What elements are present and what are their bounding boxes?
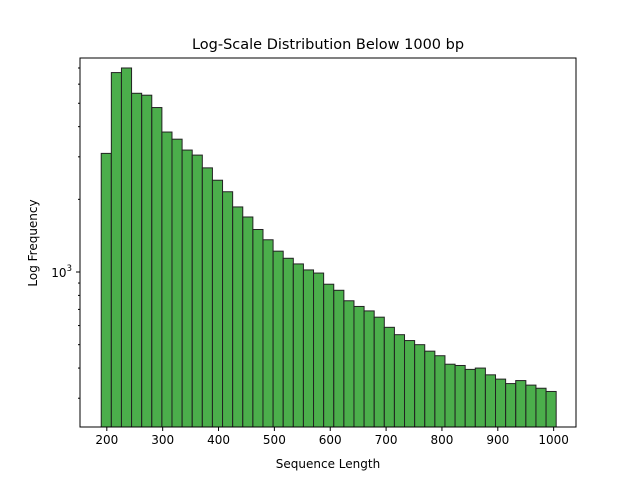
histogram-bar [181, 149, 193, 428]
x-tick-label: 500 [263, 433, 286, 447]
histogram-bar [151, 107, 163, 428]
x-tick-label: 400 [207, 433, 230, 447]
histogram-bar [383, 326, 395, 428]
histogram-bar [333, 289, 345, 428]
x-axis-ticks: 200 300 400 500 600 700 800 900 1000 [95, 427, 569, 447]
histogram-bar [222, 191, 234, 428]
histogram-bar [323, 283, 335, 428]
histogram-bar [232, 206, 244, 428]
histogram-bar [171, 138, 183, 428]
x-tick-label: 700 [375, 433, 398, 447]
histogram-bar [282, 257, 294, 428]
histogram-bar [393, 334, 406, 428]
plot-frame [79, 57, 577, 428]
x-tick-label: 200 [95, 433, 118, 447]
histogram-bar [454, 364, 466, 428]
x-tick-label: 300 [151, 433, 174, 447]
histogram-bar [201, 167, 213, 428]
y-axis-label: Log Frequency [26, 199, 40, 286]
histogram-bar [292, 263, 304, 428]
y-tick-label: 103 [51, 264, 72, 280]
histogram-bar [444, 363, 456, 428]
histogram-bar [414, 344, 426, 428]
histogram-bar [252, 228, 264, 428]
histogram-bar [353, 305, 365, 428]
histogram-bar [272, 250, 284, 428]
histogram-bar [434, 355, 446, 428]
histogram-bar [110, 72, 122, 428]
x-tick-label: 800 [430, 433, 453, 447]
histogram-bar [242, 216, 254, 428]
x-tick-label: 600 [319, 433, 342, 447]
histogram-bar [545, 390, 557, 428]
bars-group [100, 67, 557, 428]
histogram-bar [495, 378, 507, 428]
histogram-bar [373, 316, 385, 428]
histogram-bar [505, 383, 517, 428]
histogram-bar [211, 179, 224, 428]
histogram-bar [343, 300, 355, 428]
histogram-bar [141, 94, 153, 428]
histogram-bar [161, 131, 173, 428]
histogram-bar [484, 374, 497, 428]
histogram-bar [474, 367, 486, 428]
chart-title: Log-Scale Distribution Below 1000 bp [192, 37, 464, 53]
y-axis-ticks: 103 [51, 67, 80, 399]
x-axis-label: Sequence Length [276, 457, 380, 471]
histogram-bar [525, 384, 537, 428]
histogram-bar [262, 239, 274, 428]
histogram-bar [464, 368, 476, 428]
histogram-bar [302, 269, 315, 428]
histogram-bar [363, 310, 375, 428]
histogram-bar [191, 154, 203, 428]
histogram-bar [100, 152, 112, 428]
x-tick-label: 1000 [538, 433, 569, 447]
histogram-bar [313, 272, 325, 428]
x-tick-label: 900 [486, 433, 509, 447]
histogram-bar [424, 350, 436, 428]
histogram-bar [515, 380, 527, 428]
histogram-bar [535, 387, 547, 428]
histogram-bar [131, 92, 143, 428]
histogram-bar [120, 67, 133, 428]
histogram-bar [404, 340, 416, 428]
